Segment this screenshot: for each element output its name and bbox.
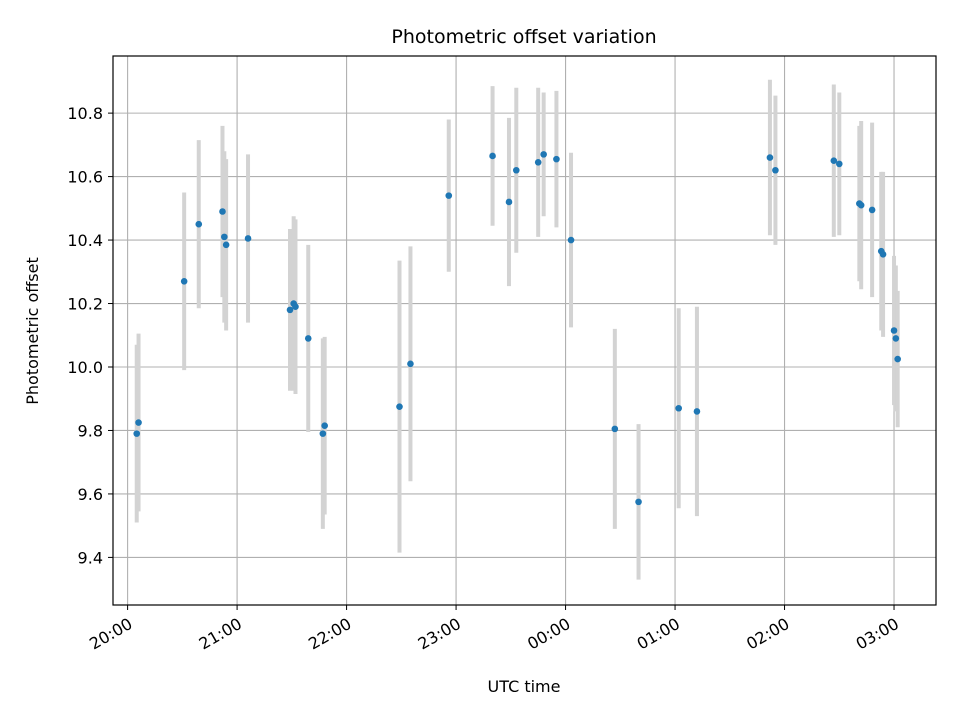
y-tick-label: 10.8 — [67, 104, 103, 123]
y-tick-label: 9.4 — [78, 548, 103, 567]
data-point — [879, 251, 887, 258]
x-tick-label: 20:00 — [86, 614, 135, 654]
chart-title: Photometric offset variation — [391, 26, 656, 48]
data-point — [221, 233, 228, 241]
data-point — [693, 408, 701, 415]
data-point — [292, 303, 299, 310]
data-point — [489, 152, 496, 160]
data-point — [445, 192, 453, 199]
data-point — [321, 422, 328, 430]
x-tick-label: 03:00 — [853, 614, 902, 654]
data-point — [512, 166, 520, 174]
data-point — [611, 425, 619, 433]
error-bars — [134, 79, 900, 580]
data-point — [540, 151, 547, 158]
grid-lines — [113, 56, 936, 605]
data-point — [195, 220, 203, 228]
data-point — [407, 360, 414, 368]
data-point — [219, 208, 226, 215]
data-point — [135, 419, 142, 426]
data-point — [505, 198, 513, 206]
x-tick-label: 22:00 — [305, 614, 354, 654]
plot-frame — [112, 55, 937, 606]
data-point — [868, 206, 876, 214]
y-axis-label: Photometric offset — [23, 257, 42, 405]
data-point — [396, 403, 403, 410]
x-axis-label: UTC time — [488, 677, 561, 696]
y-axis-ticks: 9.4 9.6 9.8 10.0 10.2 10.4 10.6 10.8 — [67, 104, 113, 567]
data-points — [133, 151, 901, 506]
x-tick-label: 23:00 — [415, 614, 464, 654]
y-tick-label: 10.2 — [67, 295, 103, 314]
data-point — [675, 404, 682, 412]
y-tick-label: 10.4 — [67, 231, 103, 250]
data-point — [567, 236, 575, 244]
data-point — [892, 335, 900, 342]
data-point — [890, 327, 898, 334]
data-point — [857, 201, 865, 209]
data-point — [534, 159, 542, 166]
x-tick-label: 01:00 — [634, 614, 683, 654]
data-point — [553, 155, 560, 163]
data-point — [286, 306, 294, 314]
data-point — [180, 278, 188, 285]
data-point — [894, 355, 901, 363]
y-tick-label: 10.0 — [67, 358, 103, 377]
data-point — [133, 430, 141, 437]
x-axis-ticks: 20:00 21:00 22:00 23:00 00:00 01:00 02:00 03:00 — [86, 605, 902, 654]
data-point — [244, 235, 252, 242]
y-tick-label: 10.6 — [67, 168, 103, 187]
data-point — [772, 166, 779, 174]
y-tick-label: 9.8 — [78, 421, 103, 440]
data-point — [766, 154, 774, 161]
data-point — [830, 157, 838, 165]
x-tick-label: 02:00 — [743, 614, 792, 654]
data-point — [635, 498, 642, 506]
y-tick-label: 9.6 — [78, 485, 103, 504]
data-point — [222, 241, 230, 249]
data-point — [835, 160, 843, 168]
x-tick-label: 00:00 — [524, 614, 573, 654]
data-point — [304, 335, 312, 342]
x-tick-label: 21:00 — [196, 614, 245, 654]
data-point — [319, 430, 327, 437]
